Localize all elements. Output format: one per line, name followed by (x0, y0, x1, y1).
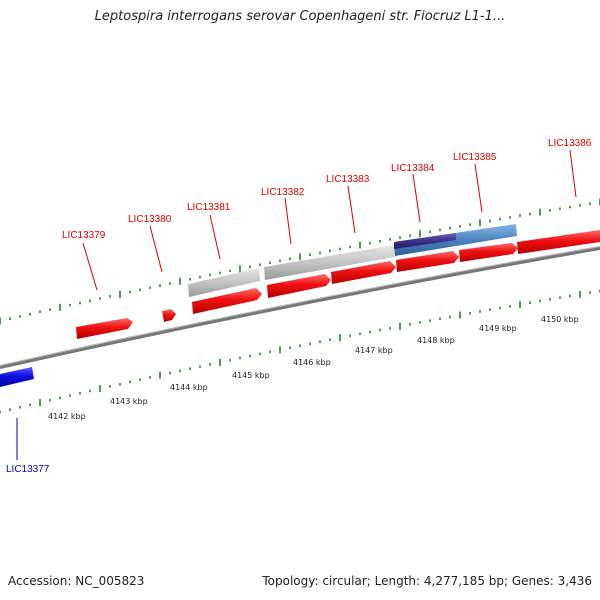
gene-label[interactable]: LIC13385 (453, 152, 497, 163)
gene-leader-lines (16, 149, 577, 460)
tick-ring-inner (0, 289, 600, 414)
gene-LIC13380[interactable] (162, 309, 176, 322)
features (0, 224, 600, 387)
gene-label[interactable]: LIC13380 (128, 214, 172, 225)
gene-label[interactable]: LIC13379 (62, 230, 106, 241)
scale-label: 4146 kbp (293, 358, 331, 367)
scale-labels: 4142 kbp 4143 kbp 4144 kbp 4145 kbp 4146… (48, 315, 579, 421)
genome-stats-text: Topology: circular; Length: 4,277,185 bp… (262, 574, 592, 588)
gene-label[interactable]: LIC13384 (391, 163, 435, 174)
page-title: Leptospira interrogans serovar Copenhage… (94, 9, 506, 24)
gene-LIC13385[interactable] (459, 243, 518, 262)
scale-label: 4143 kbp (110, 397, 148, 406)
tick-ring-outer (0, 198, 600, 325)
feature-grey-2[interactable] (264, 245, 395, 280)
accession-text: Accession: NC_005823 (8, 574, 145, 588)
scale-label: 4144 kbp (170, 383, 208, 392)
gene-label[interactable]: LIC13381 (187, 202, 231, 213)
gene-LIC13379[interactable] (76, 318, 133, 339)
backbone-highlight (0, 246, 600, 366)
feature-grey-1[interactable] (188, 268, 260, 297)
scale-label: 4149 kbp (479, 324, 517, 333)
gene-label[interactable]: LIC13382 (261, 187, 305, 198)
feature-purple[interactable] (394, 233, 456, 249)
gene-LIC13386[interactable] (517, 230, 600, 254)
gene-label[interactable]: LIC13377 (6, 464, 50, 475)
scale-label: 4145 kbp (232, 371, 270, 380)
scale-label: 4148 kbp (417, 336, 455, 345)
scale-label: 4142 kbp (48, 412, 86, 421)
gene-LIC13382[interactable] (267, 274, 331, 298)
gene-labels: LIC13377 LIC13379 LIC13380 LIC13381 LIC1… (6, 138, 592, 475)
backbone (0, 246, 600, 369)
gene-LIC13384[interactable] (396, 251, 459, 272)
gene-label[interactable]: LIC13386 (548, 138, 592, 149)
gene-LIC13377[interactable] (0, 367, 34, 387)
gene-LIC13381[interactable] (192, 288, 262, 314)
gene-label[interactable]: LIC13383 (326, 174, 370, 185)
scale-label: 4150 kbp (541, 315, 579, 324)
gene-LIC13383[interactable] (331, 261, 396, 284)
scale-label: 4147 kbp (355, 346, 393, 355)
